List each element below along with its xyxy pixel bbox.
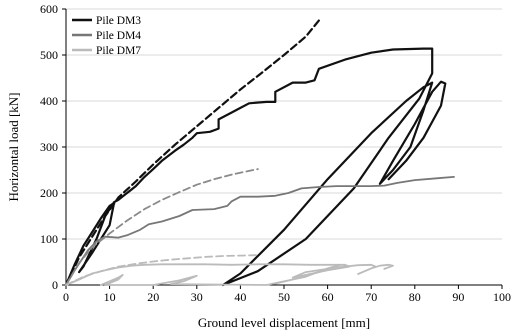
legend: Pile DM3 Pile DM4 Pile DM7 <box>72 15 141 57</box>
x-tick-label-50: 50 <box>278 290 290 304</box>
x-tick-label-80: 80 <box>409 290 421 304</box>
grid-lines <box>66 8 502 240</box>
x-tick-label-70: 70 <box>365 290 377 304</box>
x-axis-title: Ground level displacement [mm] <box>198 315 370 330</box>
y-tick-label-300: 300 <box>40 140 58 154</box>
x-tick-label-100: 100 <box>493 290 511 304</box>
x-tick-label-10: 10 <box>104 290 116 304</box>
y-tick-label-200: 200 <box>40 186 58 200</box>
legend-label-1: Pile DM3 <box>96 15 141 27</box>
series-line-pile-dm7-dashed <box>65 254 259 286</box>
y-tick-label-400: 400 <box>40 94 58 108</box>
series-line-pile-dm7-loops <box>100 263 342 286</box>
series-line-pile-dm3-dashed <box>64 19 320 287</box>
x-axis-ticks: 0 10 20 30 40 50 60 70 80 90 100 <box>63 285 511 304</box>
y-tick-label-0: 0 <box>52 278 58 292</box>
x-tick-label-40: 40 <box>234 290 246 304</box>
series-line-pile-dm4-dashed <box>65 168 259 286</box>
series-line-pile-dm3 <box>64 47 447 287</box>
legend-label-2: Pile DM4 <box>96 30 141 42</box>
legend-label-3: Pile DM7 <box>96 45 141 57</box>
x-tick-label-30: 30 <box>191 290 203 304</box>
y-tick-label-500: 500 <box>40 48 58 62</box>
y-tick-label-600: 600 <box>40 2 58 16</box>
series-layer <box>64 19 455 287</box>
series-line-pile-dm4 <box>65 176 455 286</box>
x-tick-label-60: 60 <box>322 290 334 304</box>
series-line-pile-dm7 <box>65 263 394 286</box>
x-tick-label-0: 0 <box>63 290 69 304</box>
y-tick-label-100: 100 <box>40 232 58 246</box>
y-axis-title: Horizontal load [kN] <box>6 92 21 201</box>
y-axis-ticks: 0 100 200 300 400 500 600 <box>40 2 66 292</box>
x-tick-label-20: 20 <box>147 290 159 304</box>
x-tick-label-90: 90 <box>452 290 464 304</box>
